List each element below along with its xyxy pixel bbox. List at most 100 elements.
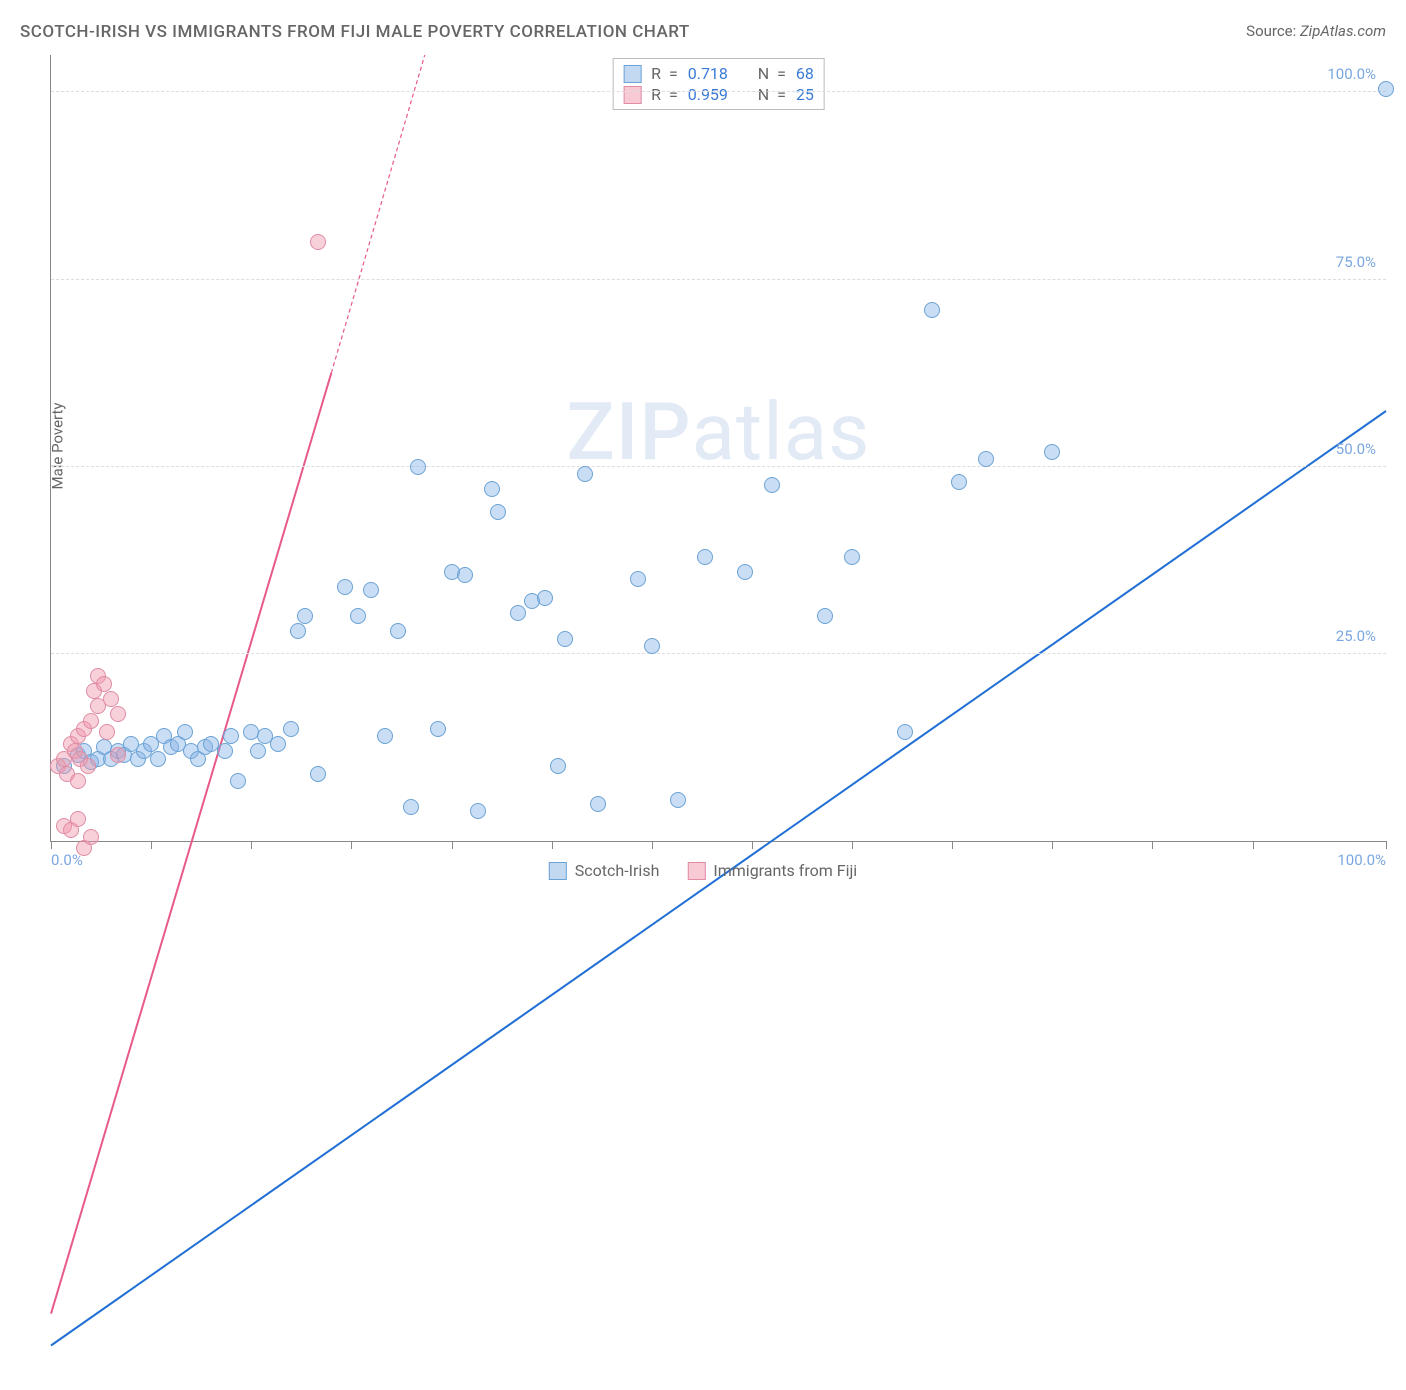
stats-row-pink: R = 0.959 N = 25	[623, 84, 814, 105]
scatter-point	[470, 803, 486, 819]
scatter-point	[457, 567, 473, 583]
stat-r-value-blue: 0.718	[688, 64, 740, 83]
stats-row-blue: R = 0.718 N = 68	[623, 63, 814, 84]
gridline	[51, 653, 1386, 654]
scatter-point	[577, 466, 593, 482]
legend-label-pink: Immigrants from Fiji	[713, 861, 857, 880]
scatter-point	[390, 623, 406, 639]
scatter-point	[70, 811, 86, 827]
scatter-point	[1044, 444, 1060, 460]
scatter-point	[83, 713, 99, 729]
scatter-point	[230, 773, 246, 789]
gridline	[51, 466, 1386, 467]
stat-n-label: N =	[758, 85, 786, 104]
x-tick	[1386, 841, 1387, 849]
legend-item-blue: Scotch-Irish	[549, 861, 660, 880]
scatter-point	[80, 758, 96, 774]
scatter-point	[590, 796, 606, 812]
scatter-point	[537, 590, 553, 606]
x-tick	[452, 841, 453, 849]
x-tick	[251, 841, 252, 849]
x-tick	[552, 841, 553, 849]
scatter-point	[270, 736, 286, 752]
chart-container: SCOTCH-IRISH VS IMMIGRANTS FROM FIJI MAL…	[0, 0, 1406, 892]
scatter-point	[697, 549, 713, 565]
bottom-legend: Scotch-Irish Immigrants from Fiji	[549, 861, 857, 880]
legend-label-blue: Scotch-Irish	[575, 861, 660, 880]
swatch-pink-icon	[687, 862, 705, 880]
scatter-point	[377, 728, 393, 744]
stat-r-value-pink: 0.959	[688, 85, 740, 104]
swatch-pink-icon	[623, 86, 641, 104]
scatter-point	[403, 799, 419, 815]
x-tick-label: 100.0%	[1337, 851, 1386, 869]
scatter-point	[557, 631, 573, 647]
chart-title: SCOTCH-IRISH VS IMMIGRANTS FROM FIJI MAL…	[20, 22, 690, 42]
scatter-point	[297, 608, 313, 624]
scatter-point	[83, 829, 99, 845]
scatter-point	[764, 477, 780, 493]
scatter-point	[150, 751, 166, 767]
source-label: Source:	[1246, 22, 1296, 40]
scatter-point	[978, 451, 994, 467]
trend-lines-svg	[51, 55, 1386, 1390]
stat-n-value-blue: 68	[796, 64, 814, 83]
scatter-point	[844, 549, 860, 565]
scatter-point	[670, 792, 686, 808]
scatter-point	[737, 564, 753, 580]
scatter-point	[223, 728, 239, 744]
y-tick-label: 50.0%	[1336, 440, 1376, 458]
stat-r-label: R =	[651, 85, 678, 104]
scatter-point	[897, 724, 913, 740]
x-tick	[1253, 841, 1254, 849]
scatter-point	[484, 481, 500, 497]
scatter-point	[924, 302, 940, 318]
scatter-point	[430, 721, 446, 737]
gridline	[51, 279, 1386, 280]
scatter-point	[70, 773, 86, 789]
source-value: ZipAtlas.com	[1300, 22, 1386, 40]
scatter-point	[283, 721, 299, 737]
scatter-point	[96, 676, 112, 692]
scatter-point	[177, 724, 193, 740]
scatter-point	[337, 579, 353, 595]
stats-legend: R = 0.718 N = 68 R = 0.959 N = 25	[612, 58, 825, 110]
scatter-point	[217, 743, 233, 759]
x-tick	[1052, 841, 1053, 849]
plot-area: ZIPatlas R = 0.718 N = 68 R = 0.959 N = …	[50, 55, 1386, 842]
gridline	[51, 91, 1386, 92]
scatter-point	[250, 743, 266, 759]
x-tick	[952, 841, 953, 849]
swatch-blue-icon	[549, 862, 567, 880]
source-attribution: Source: ZipAtlas.com	[1246, 22, 1386, 40]
x-tick	[852, 841, 853, 849]
x-tick	[1152, 841, 1153, 849]
scatter-point	[490, 504, 506, 520]
y-tick-label: 75.0%	[1336, 253, 1376, 271]
scatter-point	[630, 571, 646, 587]
stat-n-label: N =	[758, 64, 786, 83]
scatter-point	[410, 459, 426, 475]
scatter-point	[817, 608, 833, 624]
scatter-point	[290, 623, 306, 639]
x-tick	[51, 841, 52, 849]
scatter-point	[103, 691, 119, 707]
scatter-point	[951, 474, 967, 490]
stat-n-value-pink: 25	[796, 85, 814, 104]
scatter-point	[110, 747, 126, 763]
stat-r-label: R =	[651, 64, 678, 83]
y-tick-label: 25.0%	[1336, 627, 1376, 645]
x-tick	[351, 841, 352, 849]
scatter-point	[363, 582, 379, 598]
x-tick	[652, 841, 653, 849]
scatter-point	[1378, 81, 1394, 97]
scatter-point	[644, 638, 660, 654]
x-tick	[752, 841, 753, 849]
scatter-point	[550, 758, 566, 774]
scatter-point	[310, 234, 326, 250]
scatter-point	[510, 605, 526, 621]
swatch-blue-icon	[623, 65, 641, 83]
scatter-point	[99, 724, 115, 740]
scatter-point	[310, 766, 326, 782]
y-tick-label: 100.0%	[1327, 65, 1376, 83]
